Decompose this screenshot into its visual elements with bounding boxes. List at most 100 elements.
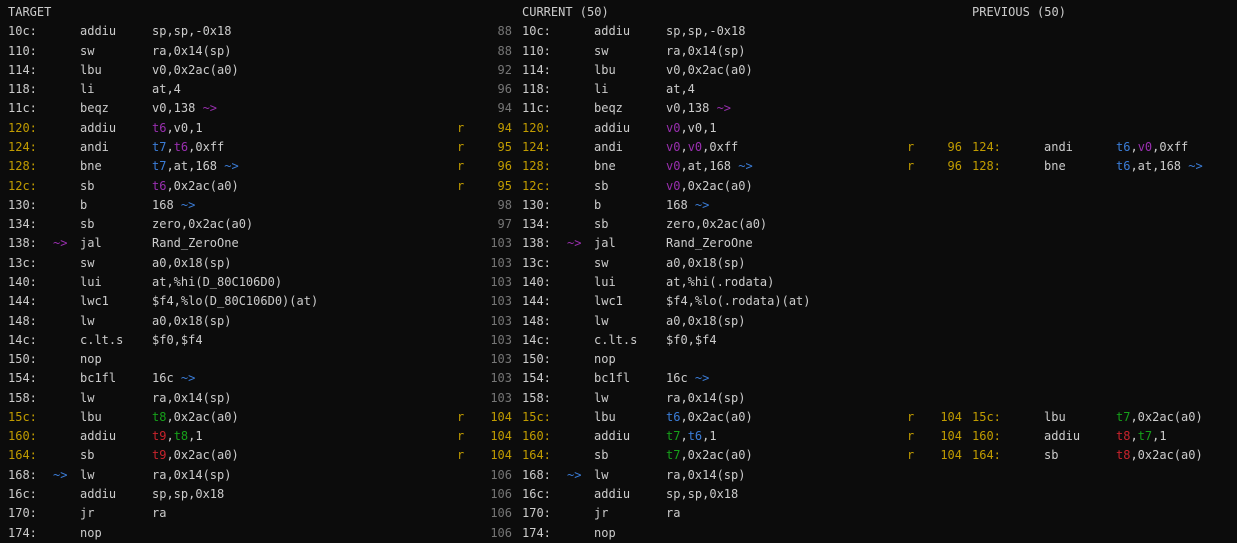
operand-token: v0 [666, 120, 681, 135]
instruction-address: 134: [522, 217, 551, 232]
branch-target-arrow-icon: ~> [567, 236, 582, 251]
operands: t7,0x2ac(a0) [666, 446, 753, 465]
operands: 168 ~> [152, 196, 195, 215]
regswap-flag: r [457, 159, 465, 174]
source-line-number: 88 [497, 43, 512, 58]
mnemonic: sw [80, 255, 95, 270]
operand-token: $f4,%lo(.rodata)(at) [666, 294, 811, 309]
operands: sp,sp,0x18 [666, 485, 738, 504]
source-line-number: 106 [490, 467, 512, 482]
mnemonic: sb [80, 448, 95, 463]
instruction-address: 170: [522, 506, 551, 521]
operands: v0,0x2ac(a0) [666, 177, 753, 196]
regswap-flag: r [457, 139, 465, 154]
operands: zero,0x2ac(a0) [666, 215, 767, 234]
operand-token: sp,sp,-0x18 [152, 24, 232, 39]
mnemonic: addiu [594, 429, 631, 444]
operands: at,4 [666, 80, 695, 99]
source-line-number: 95 [497, 178, 512, 193]
operands: at,%hi(.rodata) [666, 273, 774, 292]
source-line-number: 88 [497, 24, 512, 39]
source-line-number: 98 [497, 197, 512, 212]
operand-token: at,4 [666, 82, 695, 97]
instruction-address: 138: [8, 236, 37, 251]
mnemonic: lui [594, 274, 616, 289]
instruction-address: 168: [522, 467, 551, 482]
source-line-number: 103 [490, 371, 512, 386]
operands: 16c ~> [152, 369, 195, 388]
operands: a0,0x18(sp) [152, 254, 231, 273]
source-line-number: 96 [497, 82, 512, 97]
operand-token: 168 [152, 197, 174, 212]
instruction-address: 14c: [8, 332, 37, 347]
source-line-number: 103 [490, 274, 512, 289]
mnemonic: sw [80, 43, 95, 58]
operand-token: t6 [152, 178, 167, 193]
operand-token: v0 [666, 159, 681, 174]
source-line-number: 103 [490, 332, 512, 347]
mnemonic: nop [80, 525, 102, 540]
mnemonic: sw [594, 255, 609, 270]
instruction-address: 144: [8, 294, 37, 309]
mnemonic: lbu [594, 62, 616, 77]
instruction-address: 118: [522, 82, 551, 97]
operand-token: a0,0x18(sp) [152, 255, 232, 270]
operands: sp,sp,-0x18 [666, 22, 745, 41]
operands: t9,t8,1 [152, 427, 203, 446]
operand-token: ra,0x14(sp) [666, 390, 746, 405]
source-line-number: 103 [490, 390, 512, 405]
operand-token: ,0xff [702, 139, 739, 154]
operand-token: a0,0x18(sp) [666, 313, 746, 328]
operand-token: ,0x2ac(a0) [166, 409, 239, 424]
operands: ra [152, 504, 166, 523]
instruction-address: 130: [522, 197, 551, 212]
operands: t7,at,168 ~> [152, 157, 239, 176]
operand-token: ra [666, 506, 681, 521]
regswap-flag: r [457, 429, 465, 444]
mnemonic: nop [594, 352, 616, 367]
operand-token: a0,0x18(sp) [666, 255, 746, 270]
operand-token: ~> [1181, 159, 1203, 174]
operands: $f4,%lo(.rodata)(at) [666, 292, 811, 311]
instruction-address: 150: [522, 352, 551, 367]
operand-token: ,v0,1 [166, 120, 203, 135]
operands: t7,t6,1 [666, 427, 717, 446]
operand-token: at,4 [152, 82, 181, 97]
operand-token: ,1 [188, 429, 203, 444]
instruction-address: 158: [8, 390, 37, 405]
mnemonic: sb [80, 178, 95, 193]
operand-token: ,0xff [1152, 139, 1189, 154]
operands: v0,0x2ac(a0) [666, 61, 753, 80]
operands: $f4,%lo(D_80C106D0)(at) [152, 292, 318, 311]
instruction-address: 110: [8, 43, 37, 58]
source-line-number: 104 [940, 409, 962, 424]
operands: zero,0x2ac(a0) [152, 215, 253, 234]
instruction-address: 16c: [522, 487, 551, 502]
mnemonic: lw [594, 313, 609, 328]
operand-token: $f0,$f4 [152, 332, 203, 347]
operand-token: ,0x2ac(a0) [680, 178, 753, 193]
instruction-address: 15c: [522, 409, 551, 424]
operand-token: ,0x2ac(a0) [1130, 409, 1203, 424]
mnemonic: bc1fl [80, 371, 117, 386]
branch-target-arrow-icon: ~> [567, 467, 582, 482]
mnemonic: bne [594, 159, 616, 174]
mnemonic: sb [80, 217, 95, 232]
instruction-address: 160: [972, 429, 1001, 444]
operand-token: ~> [709, 101, 732, 116]
regswap-flag: r [907, 448, 915, 463]
operand-token: a0,0x18(sp) [152, 313, 232, 328]
operand-token: ,at,168 [1130, 159, 1182, 174]
operand-token: ,at,168 [166, 159, 218, 174]
operands: t6,0x2ac(a0) [666, 408, 753, 427]
source-line-number: 106 [490, 506, 512, 521]
instruction-address: 12c: [8, 178, 37, 193]
instruction-address: 174: [8, 525, 37, 540]
instruction-address: 10c: [8, 24, 37, 39]
mnemonic: jal [80, 236, 102, 251]
pane-header-label: CURRENT (50) [522, 5, 609, 19]
operand-token: v0,138 [666, 101, 710, 116]
mnemonic: lbu [594, 409, 616, 424]
mnemonic: lui [80, 274, 102, 289]
